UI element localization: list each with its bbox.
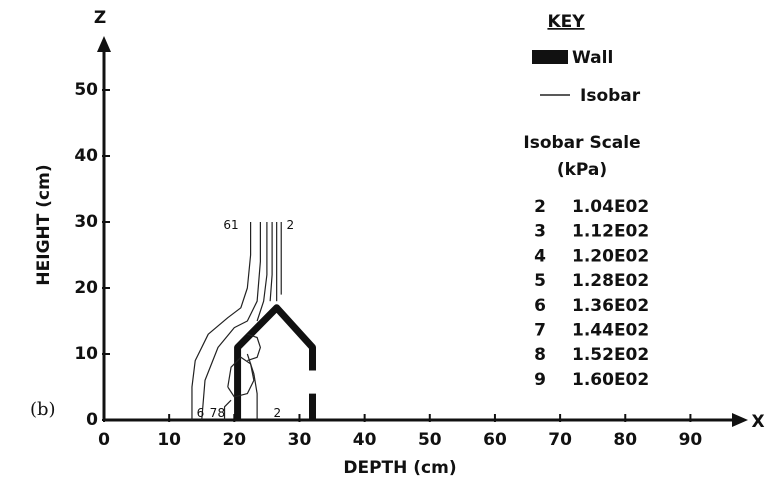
contour-label: 61 [223,218,238,232]
scale-level: 3 [534,222,546,242]
scale-value: 1.04E02 [572,197,649,217]
isobar-line [247,333,261,362]
wall [234,304,317,420]
x-tick-label: 40 [353,430,377,450]
key-title: KEY [547,12,585,32]
isobar-line [227,356,255,398]
isobar-line [201,222,261,421]
scale-value: 1.60E02 [572,370,649,390]
x-tick-label: 20 [222,430,246,450]
x-tick-label: 60 [483,430,507,450]
scale-level: 2 [534,197,546,217]
contour-label: 7 [210,406,218,420]
contour-label: 2 [273,406,281,420]
contour-label: 8 [217,406,225,420]
y-tick-label: 20 [74,278,98,298]
x-axis-label: DEPTH (cm) [343,458,456,478]
scale-level: 7 [534,321,546,341]
legend-swatch-wall [532,50,568,64]
x-axis-name: X [751,412,764,432]
scale-level: 4 [534,246,546,266]
y-tick-label: 30 [74,212,98,232]
contour-label: 2 [287,218,295,232]
scale-level: 5 [534,271,546,291]
scale-value: 1.28E02 [572,271,649,291]
x-tick-label: 50 [418,430,442,450]
scale-value: 1.44E02 [572,321,649,341]
panel-label: (b) [30,399,56,420]
scale-level: 6 [534,296,546,316]
y-tick-label: 10 [74,344,98,364]
scale-level: 8 [534,345,546,365]
x-arrow [732,413,748,427]
x-tick-label: 0 [98,430,110,450]
scale-value: 1.20E02 [572,246,649,266]
legend-label: Wall [572,48,613,68]
legend-label: Isobar [580,86,641,106]
scale-value: 1.52E02 [572,345,649,365]
x-tick-label: 10 [157,430,181,450]
x-tick-label: 80 [613,430,637,450]
x-tick-label: 70 [548,430,572,450]
x-tick-label: 90 [679,430,703,450]
y-arrow [97,36,111,52]
scale-value: 1.12E02 [572,222,649,242]
scale-level: 9 [534,370,546,390]
isobar-line [256,222,268,322]
y-axis-label: HEIGHT (cm) [34,164,54,285]
x-tick-label: 30 [288,430,312,450]
isobar-line [246,353,258,420]
contour-label: 6 [197,406,205,420]
y-tick-label: 50 [74,80,98,100]
z-axis-name: Z [94,8,106,28]
scale-title: Isobar Scale [523,133,640,153]
scale-unit: (kPa) [557,160,607,180]
isobar-line [269,222,273,302]
isobar-line [191,222,252,420]
isobar-line [223,399,232,420]
scale-value: 1.36E02 [572,296,649,316]
y-tick-label: 40 [74,146,98,166]
y-tick-label: 0 [86,410,98,430]
